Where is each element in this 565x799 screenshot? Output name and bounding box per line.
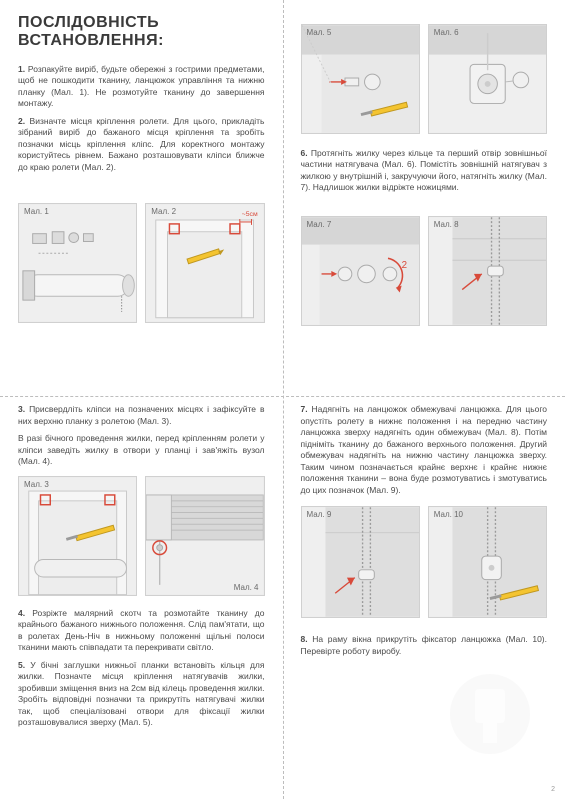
figure-4: Мал. 4 bbox=[145, 476, 264, 596]
step-4: 4. Розріжте малярний скотч та розмотайте… bbox=[18, 608, 265, 654]
fig-row-9-10: Мал. 9 Мал. 10 bbox=[301, 506, 548, 618]
figure-10: Мал. 10 bbox=[428, 506, 547, 618]
figure-2-svg: ~5см bbox=[145, 203, 264, 323]
fig-row-3-4: Мал. 3 Мал. 4 bbox=[18, 476, 265, 596]
step-2-num: 2. bbox=[18, 116, 25, 126]
figure-9-svg bbox=[301, 506, 420, 618]
step-8: 8. На раму вікна прикрутіть фіксатор лан… bbox=[301, 634, 548, 657]
step-3b-text: В разі бічного проведення жилки, перед к… bbox=[18, 433, 265, 466]
figure-3: Мал. 3 bbox=[18, 476, 137, 596]
step-1-num: 1. bbox=[18, 64, 25, 74]
quadrant-bottom-right: 7. Надягніть на ланцюжок обмежувачі ланц… bbox=[283, 390, 565, 799]
step-5-num: 5. bbox=[18, 660, 25, 670]
figure-7-label: Мал. 7 bbox=[307, 220, 332, 229]
step-5-text: У бічні заглушки нижньої планки встанові… bbox=[18, 660, 265, 727]
figure-7-svg: 2 bbox=[301, 216, 420, 326]
step-7-num: 7. bbox=[301, 404, 308, 414]
watermark-icon bbox=[445, 669, 535, 759]
step-5: 5. У бічні заглушки нижньої планки встан… bbox=[18, 660, 265, 729]
step-6-num: 6. bbox=[301, 148, 308, 158]
page-title: ПОСЛІДОВНІСТЬ ВСТАНОВЛЕННЯ: bbox=[18, 14, 265, 50]
step-1-text: Розпакуйте виріб, будьте обережні з гост… bbox=[18, 64, 265, 108]
figure-10-svg bbox=[428, 506, 547, 618]
step-8-text: На раму вікна прикрутіть фіксатор ланцюж… bbox=[301, 634, 548, 655]
step-3a-text: Присвердліть кліпси на позначених місцях… bbox=[18, 404, 265, 425]
figure-9: Мал. 9 bbox=[301, 506, 420, 618]
figure-6-svg bbox=[428, 24, 547, 134]
figure-8-label: Мал. 8 bbox=[434, 220, 459, 229]
page-grid: ПОСЛІДОВНІСТЬ ВСТАНОВЛЕННЯ: 1. Розпакуйт… bbox=[0, 0, 565, 799]
fig-row-5-6: Мал. 5 Мал. 6 bbox=[301, 24, 548, 134]
step-8-num: 8. bbox=[301, 634, 308, 644]
figure-6-label: Мал. 6 bbox=[434, 28, 459, 37]
figure-1: Мал. 1 bbox=[18, 203, 137, 323]
figure-2-label: Мал. 2 bbox=[151, 207, 176, 216]
step-4-text: Розріжте малярний скотч та розмотайте тк… bbox=[18, 608, 265, 652]
step-6-text: Протягніть жилку через кільце та перший … bbox=[301, 148, 548, 192]
step-2-text: Визначте місця кріплення ролети. Для цьо… bbox=[18, 116, 265, 172]
step-3a: 3. Присвердліть кліпси на позначених міс… bbox=[18, 404, 265, 427]
page-number: 2 bbox=[551, 786, 555, 793]
step-7-text: Надягніть на ланцюжок обмежувачі ланцюжк… bbox=[301, 404, 548, 494]
quadrant-bottom-left: 3. Присвердліть кліпси на позначених міс… bbox=[0, 390, 283, 799]
figure-8: Мал. 8 bbox=[428, 216, 547, 326]
figure-9-label: Мал. 9 bbox=[307, 510, 332, 519]
figure-5: Мал. 5 bbox=[301, 24, 420, 134]
figure-1-svg bbox=[18, 203, 137, 323]
figure-7-curve-label: 2 bbox=[401, 260, 406, 271]
quadrant-top-left: ПОСЛІДОВНІСТЬ ВСТАНОВЛЕННЯ: 1. Розпакуйт… bbox=[0, 0, 283, 390]
step-4-num: 4. bbox=[18, 608, 25, 618]
figure-10-label: Мал. 10 bbox=[434, 510, 463, 519]
fig-row-1-2: Мал. 1 bbox=[18, 203, 265, 323]
figure-6: Мал. 6 bbox=[428, 24, 547, 134]
figure-7: Мал. 7 2 bbox=[301, 216, 420, 326]
figure-8-svg bbox=[428, 216, 547, 326]
step-7: 7. Надягніть на ланцюжок обмежувачі ланц… bbox=[301, 404, 548, 496]
figure-3-label: Мал. 3 bbox=[24, 480, 49, 489]
step-6: 6. Протягніть жилку через кільце та перш… bbox=[301, 148, 548, 194]
step-1: 1. Розпакуйте виріб, будьте обережні з г… bbox=[18, 64, 265, 110]
figure-1-label: Мал. 1 bbox=[24, 207, 49, 216]
fig-row-7-8: Мал. 7 2 Мал. 8 bbox=[301, 216, 548, 326]
figure-3-svg bbox=[18, 476, 137, 596]
figure-4-svg bbox=[145, 476, 264, 596]
quadrant-top-right: Мал. 5 Мал. 6 bbox=[283, 0, 565, 390]
step-2: 2. Визначте місця кріплення ролети. Для … bbox=[18, 116, 265, 173]
figure-2-note: ~5см bbox=[242, 211, 258, 218]
figure-5-label: Мал. 5 bbox=[307, 28, 332, 37]
figure-2: Мал. 2 ~5см bbox=[145, 203, 264, 323]
figure-4-label: Мал. 4 bbox=[234, 583, 259, 592]
figure-5-svg bbox=[301, 24, 420, 134]
step-3b: В разі бічного проведення жилки, перед к… bbox=[18, 433, 265, 467]
step-3-num: 3. bbox=[18, 404, 25, 414]
